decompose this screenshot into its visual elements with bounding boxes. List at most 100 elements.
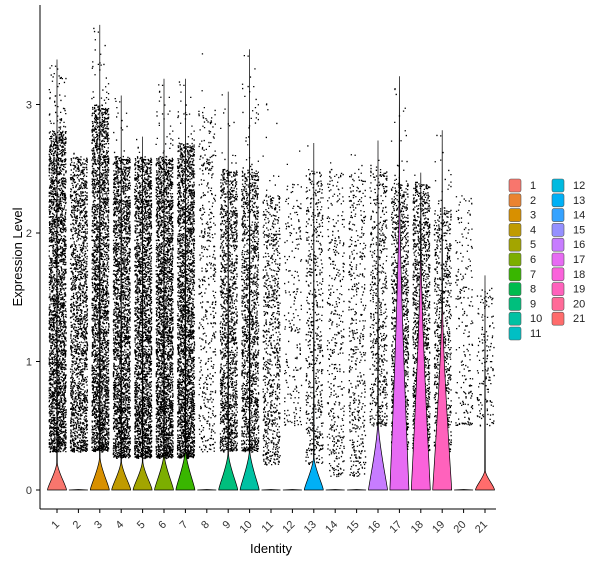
x-tick-label-6: 6 bbox=[156, 519, 169, 532]
points-cluster-3 bbox=[91, 27, 110, 453]
legend-label-12: 12 bbox=[573, 180, 585, 192]
x-tick-label-16: 16 bbox=[366, 519, 383, 536]
x-tick-label-9: 9 bbox=[221, 519, 234, 532]
violin-3 bbox=[89, 24, 110, 491]
violins bbox=[47, 24, 495, 491]
legend-key-5 bbox=[508, 237, 522, 252]
legend-label-13: 13 bbox=[573, 195, 585, 207]
violin-10 bbox=[239, 49, 260, 491]
legend-key-1 bbox=[508, 178, 522, 193]
x-tick-label-4: 4 bbox=[114, 519, 127, 532]
points-cluster-17 bbox=[390, 88, 410, 453]
legend-label-17: 17 bbox=[573, 254, 585, 266]
x-tick-label-10: 10 bbox=[238, 519, 255, 536]
violin-9 bbox=[218, 91, 239, 491]
legend-key-2 bbox=[508, 193, 522, 208]
legend-key-11 bbox=[508, 326, 522, 341]
points-cluster-9 bbox=[219, 94, 238, 453]
jitter-points bbox=[48, 27, 495, 478]
legend-label-5: 5 bbox=[530, 239, 536, 251]
violin-12 bbox=[282, 489, 302, 491]
violin-4 bbox=[111, 95, 132, 491]
points-cluster-15 bbox=[348, 154, 367, 477]
legend-label-15: 15 bbox=[573, 224, 585, 236]
points-cluster-2 bbox=[69, 152, 89, 453]
violin-17 bbox=[389, 76, 410, 491]
legend-label-3: 3 bbox=[530, 210, 536, 222]
legend-label-7: 7 bbox=[530, 269, 536, 281]
x-tick-label-14: 14 bbox=[323, 519, 340, 536]
x-tick-label-1: 1 bbox=[49, 519, 62, 532]
legend-key-17 bbox=[551, 252, 565, 267]
points-cluster-14 bbox=[326, 162, 345, 478]
violin-13 bbox=[303, 143, 324, 491]
x-tick-label-13: 13 bbox=[302, 519, 319, 536]
x-tick-label-3: 3 bbox=[92, 519, 105, 532]
violin-18 bbox=[410, 172, 431, 491]
points-cluster-20 bbox=[455, 195, 474, 426]
x-tick-label-11: 11 bbox=[260, 519, 277, 536]
legend-key-9 bbox=[508, 297, 522, 311]
points-cluster-10 bbox=[241, 55, 260, 453]
x-tick-label-17: 17 bbox=[387, 519, 404, 536]
points-cluster-18 bbox=[412, 174, 431, 453]
x-tick-label-2: 2 bbox=[71, 519, 84, 532]
points-cluster-5 bbox=[134, 138, 153, 460]
legend-key-18 bbox=[551, 267, 565, 282]
points-cluster-6 bbox=[155, 84, 174, 460]
x-tick-label-5: 5 bbox=[135, 519, 148, 532]
x-tick-label-15: 15 bbox=[345, 519, 362, 536]
legend-key-16 bbox=[551, 237, 565, 252]
points-cluster-21 bbox=[476, 287, 495, 427]
legend-key-21 bbox=[551, 311, 565, 326]
legend-key-19 bbox=[551, 282, 565, 296]
y-tick-label: 1 bbox=[26, 357, 32, 369]
y-axis-title: Expression Level bbox=[10, 207, 25, 306]
x-axis-title: Identity bbox=[250, 541, 292, 556]
legend-label-8: 8 bbox=[530, 284, 536, 296]
y-tick-label: 2 bbox=[26, 228, 32, 240]
violin-11 bbox=[261, 489, 281, 491]
legend-label-18: 18 bbox=[573, 269, 585, 281]
points-cluster-8 bbox=[198, 53, 217, 453]
y-tick-label: 3 bbox=[26, 100, 32, 112]
legend-label-1: 1 bbox=[530, 180, 536, 192]
violin-2 bbox=[68, 489, 88, 491]
legend-key-6 bbox=[508, 252, 522, 267]
points-cluster-12 bbox=[283, 150, 303, 427]
legend-label-14: 14 bbox=[573, 210, 585, 222]
legend-label-10: 10 bbox=[530, 313, 542, 325]
violin-8 bbox=[197, 489, 217, 491]
violin-1 bbox=[47, 59, 67, 491]
legend-label-11: 11 bbox=[530, 328, 541, 340]
legend-label-6: 6 bbox=[530, 254, 536, 266]
legend-label-21: 21 bbox=[573, 313, 585, 325]
y-tick-label: 0 bbox=[26, 485, 32, 497]
legend-label-20: 20 bbox=[573, 298, 585, 310]
legend-label-19: 19 bbox=[573, 284, 585, 296]
violin-14 bbox=[325, 489, 345, 491]
legend-label-4: 4 bbox=[530, 224, 536, 236]
x-tick-label-18: 18 bbox=[409, 519, 426, 536]
x-tick-label-20: 20 bbox=[452, 519, 469, 536]
violin-7 bbox=[175, 78, 196, 491]
legend-label-16: 16 bbox=[573, 239, 585, 251]
legend-label-9: 9 bbox=[530, 298, 536, 310]
violin-20 bbox=[454, 489, 474, 491]
x-tick-label-12: 12 bbox=[280, 519, 297, 536]
legend-key-10 bbox=[508, 311, 522, 326]
points-cluster-1 bbox=[48, 65, 67, 453]
violin-21 bbox=[475, 275, 495, 491]
x-tick-label-21: 21 bbox=[473, 519, 490, 536]
legend-key-4 bbox=[508, 223, 522, 237]
x-tick-label-19: 19 bbox=[430, 519, 447, 536]
legend-key-14 bbox=[551, 208, 565, 222]
legend-key-20 bbox=[551, 297, 565, 311]
legend-key-12 bbox=[551, 178, 565, 193]
legend-key-8 bbox=[508, 282, 522, 296]
violin-19 bbox=[432, 130, 453, 491]
points-cluster-16 bbox=[369, 159, 388, 427]
points-cluster-7 bbox=[176, 81, 196, 460]
